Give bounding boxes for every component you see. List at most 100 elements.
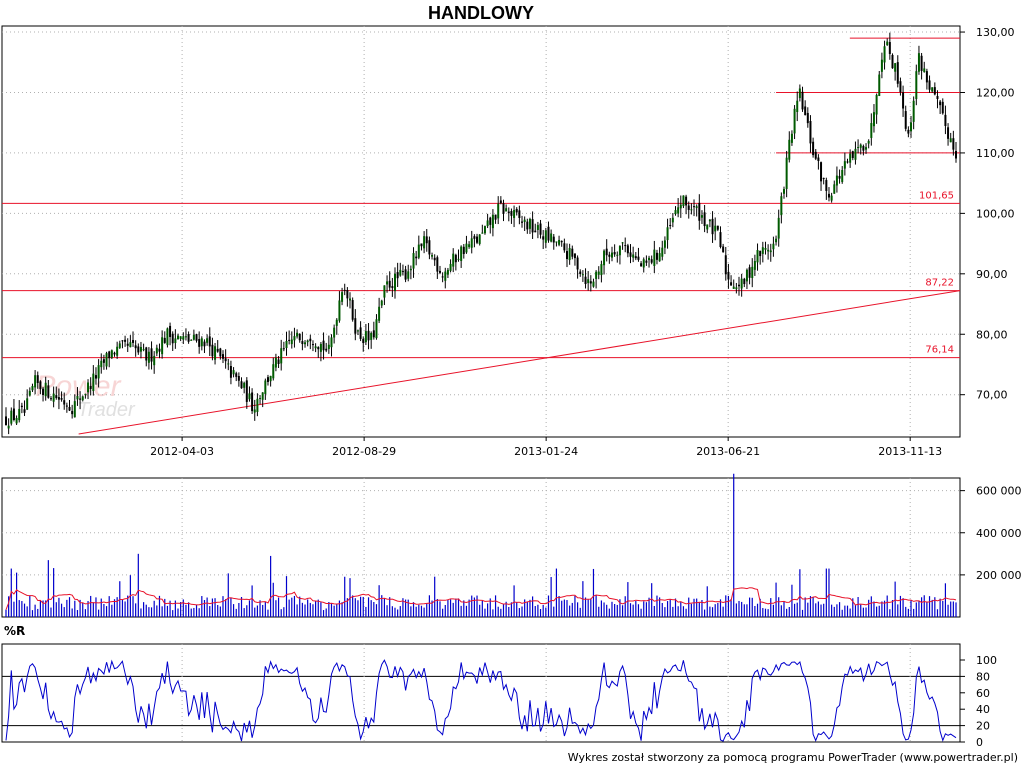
candle — [81, 395, 84, 402]
candle — [446, 267, 449, 279]
candle — [441, 272, 444, 283]
candle — [113, 351, 116, 357]
candle — [370, 331, 373, 349]
candle-body — [121, 340, 124, 342]
candle-body — [182, 336, 185, 340]
candle-body — [944, 114, 947, 126]
candle-body — [380, 300, 383, 306]
candle — [618, 245, 621, 265]
candle — [293, 327, 296, 348]
candle-body — [253, 409, 256, 413]
candle-body — [269, 375, 272, 382]
candle — [531, 211, 534, 239]
candle — [645, 255, 648, 266]
candle — [34, 370, 37, 395]
candle — [102, 354, 105, 370]
candle — [338, 291, 341, 323]
candle-body — [113, 352, 116, 355]
candle-body — [751, 266, 754, 279]
candle — [470, 230, 473, 254]
candle — [806, 107, 809, 128]
candle-body — [460, 246, 463, 261]
candle — [571, 245, 574, 260]
candle — [642, 257, 645, 273]
candle — [521, 215, 524, 228]
candle-body — [481, 232, 484, 234]
candle — [515, 207, 518, 216]
horizontal-line-label: 87,22 — [925, 278, 954, 289]
candle — [621, 242, 624, 250]
candle — [587, 271, 590, 291]
candle — [240, 377, 243, 389]
candle — [949, 132, 952, 143]
candle — [605, 239, 608, 262]
candle — [282, 341, 285, 352]
candle-body — [354, 318, 357, 334]
candle — [63, 392, 66, 410]
candle-body — [438, 270, 441, 273]
candle-body — [550, 233, 553, 242]
candle — [714, 217, 717, 241]
candle — [433, 254, 436, 266]
volume-tick-label: 400 000 — [976, 527, 1022, 540]
candle-body — [595, 271, 598, 279]
candle — [12, 399, 15, 422]
candle — [703, 205, 706, 233]
candle-body — [711, 218, 714, 235]
candle — [872, 104, 875, 133]
candle — [510, 208, 513, 224]
candle-body — [857, 147, 860, 149]
candle — [491, 209, 494, 237]
candle — [79, 391, 82, 410]
date-tick-label: 2013-06-21 — [696, 445, 760, 458]
candle-body — [872, 112, 875, 127]
candle-body — [266, 377, 269, 382]
candle-body — [939, 101, 942, 106]
candle — [827, 187, 830, 202]
candle — [229, 360, 232, 385]
candle — [423, 231, 426, 254]
candle — [132, 331, 135, 347]
candle-body — [497, 203, 500, 219]
candle — [18, 400, 21, 423]
candle-body — [18, 408, 21, 421]
candle-body — [378, 306, 381, 321]
candle — [253, 399, 256, 421]
volume-tick-label: 600 000 — [976, 485, 1022, 498]
candle-body — [793, 108, 796, 134]
candle-body — [838, 175, 841, 179]
candle-body — [941, 101, 944, 114]
candle-body — [782, 189, 785, 194]
candle-body — [428, 240, 431, 255]
candle-body — [621, 242, 624, 244]
candle — [52, 386, 55, 408]
horizontal-line-label: 101,65 — [919, 190, 954, 201]
candle — [269, 375, 272, 387]
candle-body — [338, 300, 341, 321]
williams-r-tick-label: 100 — [976, 654, 997, 667]
candle — [589, 275, 592, 292]
candle-body — [195, 334, 198, 341]
candle-body — [600, 264, 603, 276]
candle-body — [775, 238, 778, 243]
candle-body — [314, 346, 317, 349]
candle-body — [936, 96, 939, 99]
candle — [859, 143, 862, 155]
candle — [939, 100, 942, 115]
candle — [730, 275, 733, 286]
candle-body — [372, 330, 375, 338]
candle-body — [349, 298, 352, 301]
candle — [184, 328, 187, 341]
candle — [941, 98, 944, 115]
candle — [608, 251, 611, 264]
candle — [653, 240, 656, 274]
candle — [383, 285, 386, 306]
candle — [727, 263, 730, 289]
candle — [865, 143, 868, 154]
candle — [817, 154, 820, 170]
candle-body — [446, 269, 449, 275]
candle-body — [333, 327, 336, 338]
candle — [166, 327, 169, 348]
candle-body — [637, 256, 640, 260]
